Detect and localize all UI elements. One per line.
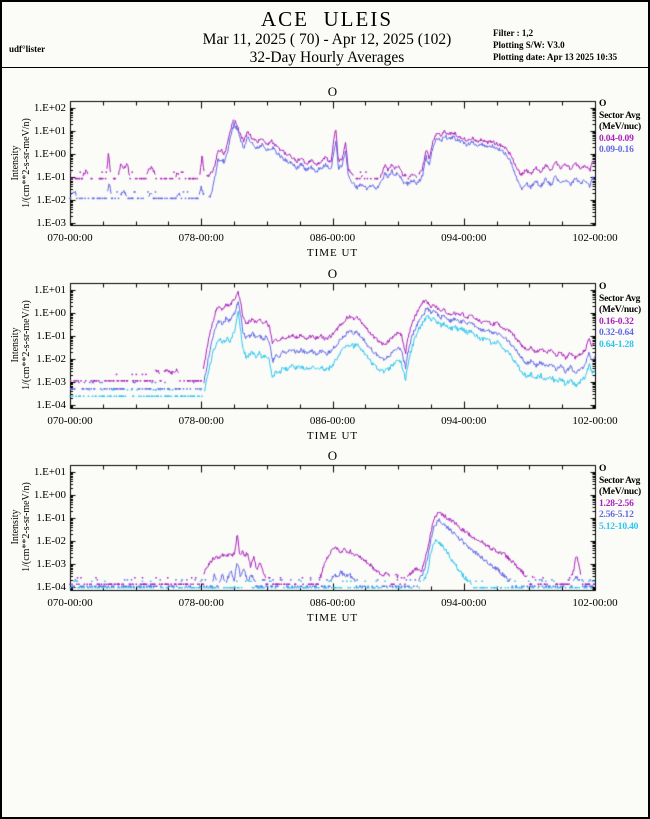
panel2-title: O [327,266,338,281]
legend-range: 1.28-2.56 [599,498,634,509]
panel3-title: O [327,448,338,463]
legend-range: 0.64-1.28 [599,339,634,350]
x-tick-label: 086-00:00 [309,232,356,244]
y-tick-label: 1.E+00 [33,148,66,160]
panel2-x-axis-title: TIME UT [306,430,359,442]
y-tick-label: 1.E-02 [36,353,66,365]
legend-units: (MeV/nuc) [599,305,641,315]
legend-title: O [599,99,607,109]
x-tick-label: 086-00:00 [309,415,356,427]
x-tick-label: 102-00:00 [572,415,618,427]
x-tick-label: 102-00:00 [572,232,618,244]
y-tick-label: 1.E-02 [36,194,66,206]
x-tick-label: 094-00:00 [441,415,487,427]
x-tick-label: 078-00:00 [178,232,224,244]
legend-range: 2.56-5.12 [599,510,634,520]
y-tick-label: 1.E+02 [33,102,66,114]
legend-subtitle: Sector Avg [599,475,641,486]
x-tick-label: 086-00:00 [309,597,356,609]
panel1-x-axis-title: TIME UT [306,247,359,259]
y-tick-label: 1.E+00 [33,489,66,501]
y-tick-label: 1.E-02 [36,535,66,547]
x-tick-label: 102-00:00 [572,597,618,609]
legend-range: 0.16-0.32 [599,316,634,327]
y-tick-label: 1.E-01 [36,512,66,524]
y-tick-label: 1.E+01 [33,284,66,296]
legend-units: (MeV/nuc) [599,487,641,497]
x-tick-label: 094-00:00 [441,232,487,244]
panel2-legend: O Sector Avg (MeV/nuc) 0.16-0.32 0.32-0.… [599,282,648,351]
y-tick-label: 1.E+00 [33,307,66,319]
y-tick-label: 1.E-04 [36,399,66,411]
y-tick-label: 1.E-01 [36,330,66,342]
legend-subtitle: Sector Avg [599,110,641,121]
panel3-legend: O Sector Avg (MeV/nuc) 1.28-2.56 2.56-5.… [599,464,648,533]
legend-title: O [599,464,607,474]
legend-range: 0.04-0.09 [599,133,634,144]
legend-title: O [599,282,607,292]
y-tick-label: 1.E+01 [33,125,66,137]
x-tick-label: 070-00:00 [47,232,93,244]
x-tick-label: 094-00:00 [441,597,487,609]
y-tick-label: 1.E-03 [36,558,66,570]
panel3-x-axis-title: TIME UT [306,612,359,624]
panel1-legend: O Sector Avg (MeV/nuc) 0.04-0.09 0.09-0.… [599,99,648,157]
legend-range: 0.09-0.16 [599,145,634,155]
x-tick-label: 070-00:00 [47,415,93,427]
y-tick-label: 1.E-01 [36,171,66,183]
legend-units: (MeV/nuc) [599,122,641,132]
y-tick-label: 1.E-03 [36,376,66,388]
legend-subtitle: Sector Avg [599,293,641,304]
legend-range: 5.12-10.40 [599,521,639,532]
x-tick-label: 078-00:00 [178,415,224,427]
y-tick-label: 1.E-04 [36,581,66,593]
x-tick-label: 070-00:00 [47,597,93,609]
x-tick-label: 078-00:00 [178,597,224,609]
panel1-title: O [327,84,338,99]
y-tick-label: 1.E-03 [36,217,66,229]
y-tick-label: 1.E+01 [33,466,66,478]
legend-range: 0.32-0.64 [599,328,634,338]
